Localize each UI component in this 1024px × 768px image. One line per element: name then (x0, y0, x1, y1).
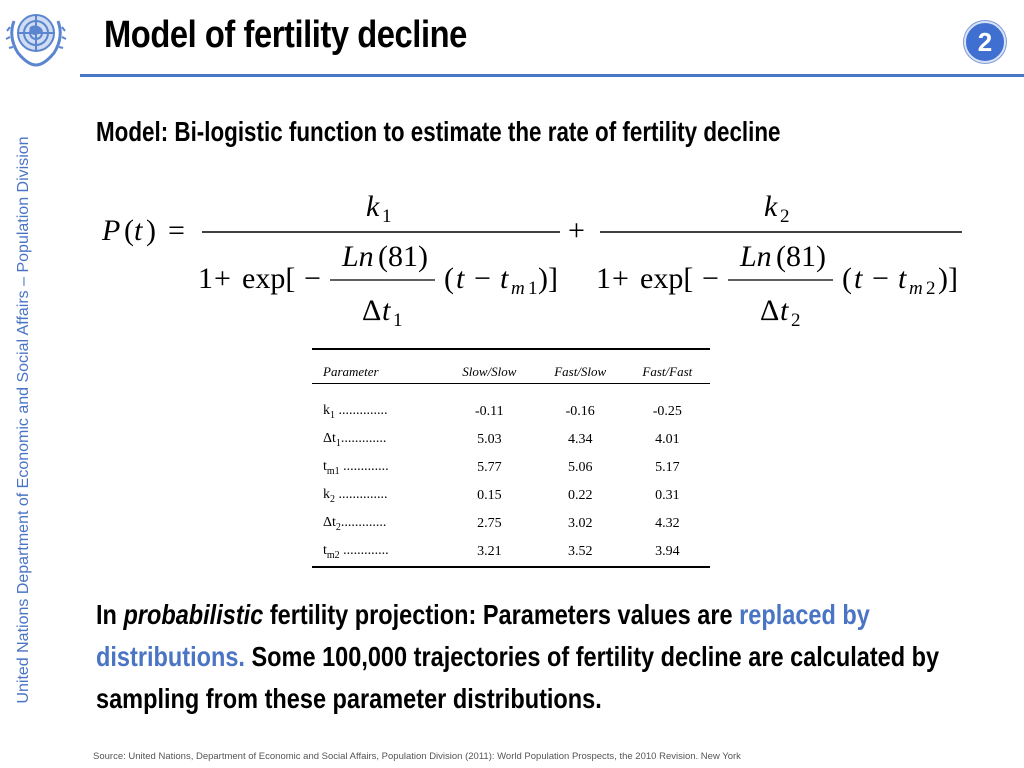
value-cell: 3.21 (477, 544, 502, 559)
param-name: k2 .............. (323, 487, 388, 505)
value-cell: -0.25 (652, 404, 682, 419)
table-row: tm2 ............. 3.21 3.52 3.94 (312, 538, 710, 567)
term2-numerator: k (764, 190, 778, 223)
value-cell: 2.75 (477, 516, 502, 531)
svg-text:Δ: Δ (760, 294, 779, 327)
svg-text:)]: )] (538, 262, 558, 295)
col-header-fast-fast: Fast/Fast (642, 364, 693, 379)
value-cell: 3.02 (567, 516, 593, 531)
value-cell: 0.31 (655, 488, 680, 503)
col-header-parameter: Parameter (323, 364, 379, 379)
value-cell: 4.34 (567, 432, 593, 447)
svg-text:1: 1 (596, 262, 611, 295)
param-name: Δt2............. (323, 515, 387, 533)
svg-text:t: t (456, 262, 465, 295)
svg-text:2: 2 (791, 310, 801, 328)
param-name: Δt1............. (323, 431, 387, 449)
svg-text:t: t (134, 214, 143, 247)
svg-text:1: 1 (528, 278, 538, 299)
svg-text:1: 1 (393, 310, 403, 328)
svg-text:(: ( (842, 262, 852, 295)
svg-text:t: t (898, 262, 907, 295)
svg-text:): ) (146, 214, 156, 247)
svg-text:−: − (474, 262, 491, 295)
col-header-fast-slow: Fast/Slow (554, 364, 607, 379)
svg-text:2: 2 (926, 278, 936, 299)
svg-text:Ln: Ln (341, 240, 374, 273)
svg-text:t: t (500, 262, 509, 295)
value-cell: 5.03 (477, 432, 502, 447)
source-citation: Source: United Nations, Department of Ec… (93, 751, 741, 762)
svg-text:(81): (81) (378, 240, 428, 273)
term1-numerator: k (366, 190, 380, 223)
svg-text:(: ( (124, 214, 134, 247)
svg-text:−: − (872, 262, 889, 295)
slide-number-badge: 2 (964, 21, 1006, 63)
svg-text:exp[: exp[ (640, 262, 693, 295)
svg-text:+: + (214, 262, 231, 295)
svg-text:−: − (304, 262, 321, 295)
svg-text:2: 2 (780, 206, 790, 227)
svg-text:t: t (854, 262, 863, 295)
value-cell: -0.11 (475, 404, 504, 419)
highlight-replaced: replaced by distributions. (96, 599, 870, 672)
emphasis-probabilistic: probabilistic (123, 599, 264, 630)
value-cell: 0.22 (567, 488, 593, 503)
bi-logistic-formula: P ( t ) = k 1 1 + exp[ − Ln (81) Δ t 1 (… (101, 190, 962, 328)
value-cell: 3.52 (567, 544, 593, 559)
value-cell: 4.01 (655, 432, 680, 447)
param-name: k1 .............. (323, 403, 388, 421)
svg-text:(: ( (444, 262, 454, 295)
svg-text:+: + (568, 214, 585, 247)
value-cell: 5.06 (567, 460, 593, 475)
svg-text:1: 1 (382, 206, 392, 227)
svg-text:Δ: Δ (362, 294, 381, 327)
value-cell: -0.16 (565, 404, 595, 419)
svg-text:(81): (81) (776, 240, 826, 273)
parameter-table: Parameter Slow/Slow Fast/Slow Fast/Fast … (312, 348, 710, 568)
value-cell: 0.15 (477, 488, 502, 503)
svg-text:)]: )] (938, 262, 958, 295)
svg-text:t: t (382, 294, 391, 327)
model-subtitle: Model: Bi-logistic function to estimate … (96, 116, 781, 147)
col-header-slow-slow: Slow/Slow (462, 364, 517, 379)
svg-text:+: + (612, 262, 629, 295)
formula-lhs: P (101, 214, 120, 247)
side-organization-label: United Nations Department of Economic an… (15, 136, 32, 704)
svg-text:Ln: Ln (739, 240, 772, 273)
value-cell: 5.17 (655, 460, 680, 475)
header-divider (80, 74, 1024, 77)
value-cell: 3.94 (655, 544, 680, 559)
svg-text:m: m (909, 278, 923, 299)
table-row: k2 .............. 0.15 0.22 0.31 (312, 482, 710, 510)
svg-text:1: 1 (198, 262, 213, 295)
svg-text:m: m (511, 278, 525, 299)
svg-text:=: = (168, 214, 185, 247)
table-row: k1 .............. -0.11 -0.16 -0.25 (312, 384, 710, 427)
table-row: tm1 ............. 5.77 5.06 5.17 (312, 454, 710, 482)
param-name: tm1 ............. (323, 459, 389, 477)
value-cell: 4.32 (655, 516, 680, 531)
svg-text:−: − (702, 262, 719, 295)
probabilistic-explanation: In probabilistic fertility projection: P… (96, 599, 940, 714)
value-cell: 5.77 (477, 460, 502, 475)
svg-text:t: t (780, 294, 789, 327)
param-name: tm2 ............. (323, 543, 389, 561)
table-row: Δt1............. 5.03 4.34 4.01 (312, 426, 710, 454)
svg-text:exp[: exp[ (242, 262, 295, 295)
un-emblem-icon (5, 14, 67, 67)
table-row: Δt2............. 2.75 3.02 4.32 (312, 510, 710, 538)
table-header-row: Parameter Slow/Slow Fast/Slow Fast/Fast (312, 349, 710, 384)
page-title: Model of fertility decline (104, 14, 467, 56)
